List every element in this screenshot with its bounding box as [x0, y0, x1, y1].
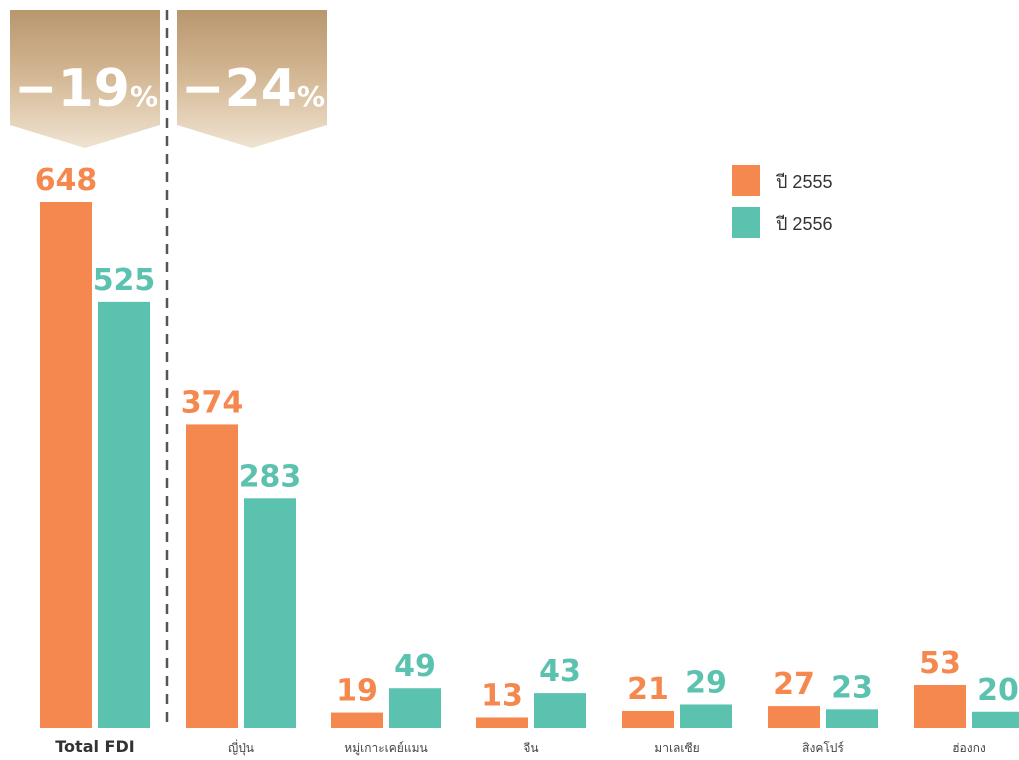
value-label-2556-3: 43: [539, 654, 581, 689]
category-label-6: ฮ่องกง: [952, 741, 986, 755]
svg-text:−19%: −19%: [14, 59, 158, 119]
category-labels-group: Total FDI ญี่ปุ่น หมู่เกาะเคย์แมน จีน มาเลเซ…: [55, 737, 985, 756]
bar-2556-2: [389, 688, 441, 728]
bar-2555-1: [186, 424, 238, 728]
value-label-2556-6: 20: [977, 673, 1019, 708]
bar-2555-2: [331, 712, 383, 728]
bar-2555-0: [40, 202, 92, 728]
category-label-1: ญี่ปุ่น: [228, 739, 254, 756]
legend-swatch-2555: [732, 165, 760, 196]
badge-total-fdi: −19%: [10, 10, 160, 148]
value-label-2556-0: 525: [93, 263, 156, 298]
value-label-2556-2: 49: [394, 649, 436, 684]
value-labels-group: 648 525 374 283 19 49 13 43 21 29 27 23 53 20: [35, 163, 1019, 713]
bar-2556-3: [534, 693, 586, 728]
svg-text:−24%: −24%: [181, 59, 325, 119]
bar-2555-6: [914, 684, 966, 728]
value-label-2555-3: 13: [481, 678, 523, 713]
value-label-2555-0: 648: [35, 163, 98, 198]
legend-label-2556: ปี 2556: [776, 214, 833, 234]
bar-2556-0: [98, 301, 150, 728]
bars-group: [40, 202, 1019, 728]
bar-2555-3: [476, 717, 528, 728]
badge-total-number: −19: [14, 59, 130, 119]
badge-japan-unit: %: [297, 80, 325, 113]
bar-2556-1: [244, 498, 296, 728]
legend: ปี 2555 ปี 2556: [732, 165, 832, 238]
category-label-4: มาเลเซีย: [654, 741, 699, 755]
bar-2555-5: [768, 706, 820, 728]
bar-2556-5: [826, 709, 878, 728]
bar-2555-4: [622, 710, 674, 728]
category-label-0: Total FDI: [55, 737, 134, 756]
value-label-2555-1: 374: [181, 385, 244, 420]
value-label-2555-2: 19: [336, 674, 378, 709]
legend-swatch-2556: [732, 207, 760, 238]
badge-japan: −24%: [177, 10, 327, 148]
badge-japan-number: −24: [181, 59, 297, 119]
bar-2556-6: [972, 711, 1019, 728]
badge-total-unit: %: [130, 80, 158, 113]
category-label-3: จีน: [523, 741, 538, 755]
category-label-5: สิงคโปร์: [802, 741, 844, 755]
value-label-2555-6: 53: [919, 646, 961, 681]
value-label-2556-4: 29: [685, 665, 727, 700]
legend-label-2555: ปี 2555: [776, 172, 833, 192]
value-label-2556-1: 283: [239, 459, 302, 494]
value-label-2555-4: 21: [627, 672, 669, 707]
category-label-2: หมู่เกาะเคย์แมน: [344, 741, 427, 756]
value-label-2555-5: 27: [773, 667, 815, 702]
bar-2556-4: [680, 704, 732, 728]
value-label-2556-5: 23: [831, 670, 873, 705]
